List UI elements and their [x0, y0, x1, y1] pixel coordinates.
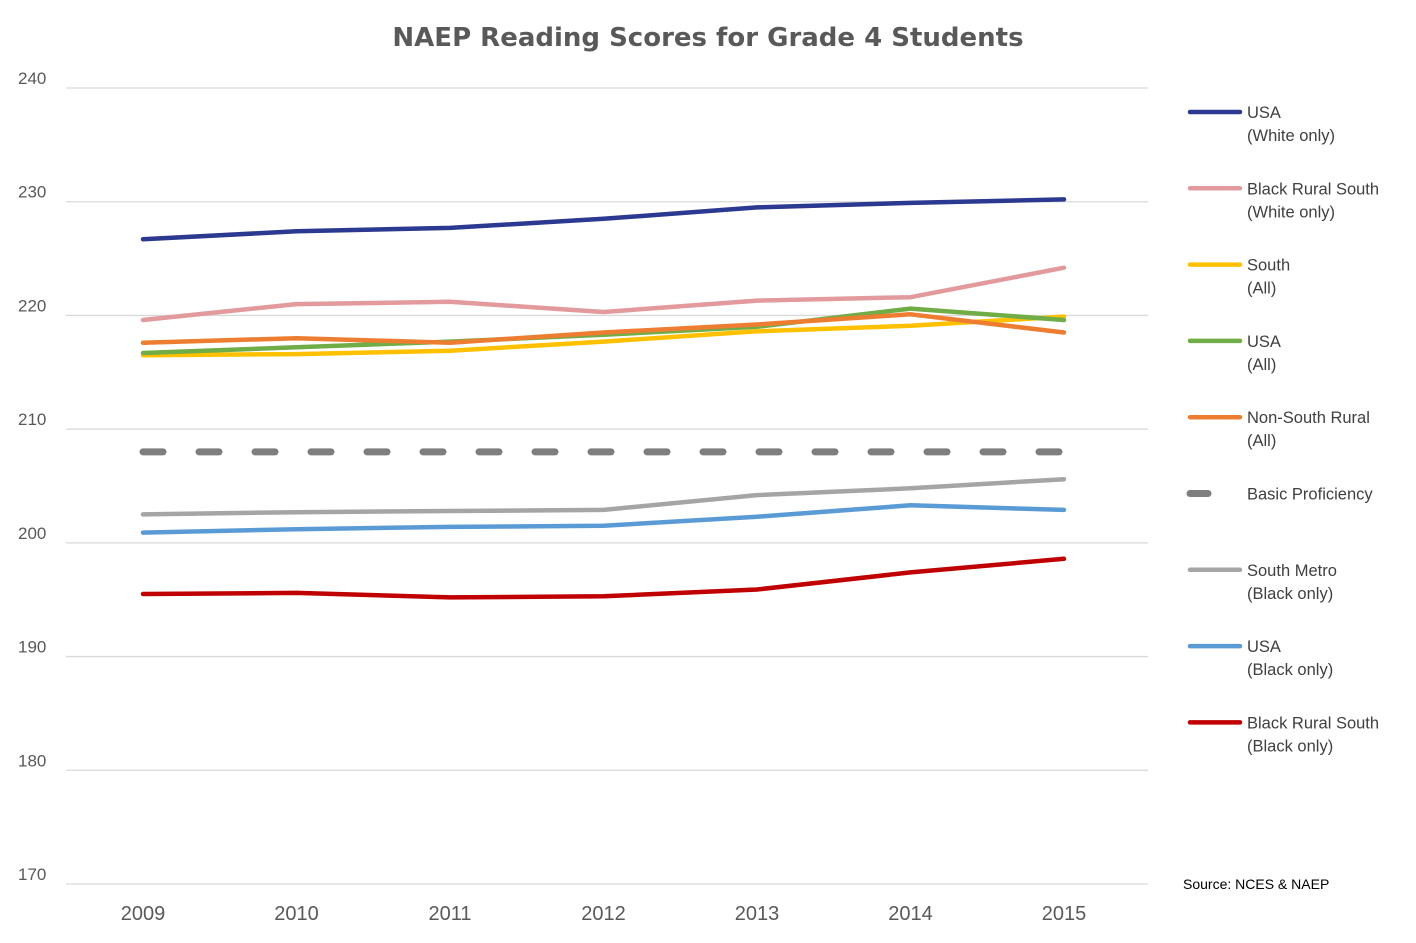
y-tick-label: 210 — [18, 410, 46, 429]
legend-label: Non-South Rural — [1247, 409, 1370, 427]
y-tick-label: 190 — [18, 638, 46, 657]
x-tick-label: 2015 — [1042, 903, 1087, 925]
legend-sublabel: (Black only) — [1247, 737, 1333, 755]
series-line-0 — [140, 197, 1067, 242]
legend-sublabel: (Black only) — [1247, 585, 1333, 603]
series-line-4 — [140, 312, 1067, 345]
legend-sublabel: (White only) — [1247, 203, 1335, 221]
series-line-7 — [140, 503, 1067, 535]
series-line-8 — [140, 556, 1067, 600]
x-tick-label: 2010 — [274, 903, 319, 925]
legend-label: South — [1247, 257, 1290, 275]
x-tick-label: 2013 — [735, 903, 780, 925]
legend-sublabel: (All) — [1247, 432, 1276, 450]
legend-label: Black Rural South — [1247, 714, 1379, 732]
legend-entry: USA (All) — [1187, 333, 1281, 374]
y-tick-label: 240 — [18, 69, 46, 88]
legend-entry: Black Rural South (Black only) — [1187, 714, 1379, 755]
legend-sublabel: (All) — [1247, 280, 1276, 298]
legend-entry: South (All) — [1187, 257, 1290, 298]
legend-entry: South Metro (Black only) — [1187, 562, 1337, 603]
legend-label: Basic Proficiency — [1247, 486, 1373, 504]
legend-sublabel: (White only) — [1247, 127, 1335, 145]
x-tick-label: 2014 — [888, 903, 933, 925]
series-line-6 — [140, 476, 1067, 517]
legend-entry: Basic Proficiency — [1186, 486, 1373, 504]
gridlines — [66, 87, 1148, 885]
legend-entry: Black Rural South (White only) — [1187, 180, 1379, 221]
legend-label: USA — [1247, 104, 1281, 122]
chart-title: NAEP Reading Scores for Grade 4 Students — [392, 23, 1023, 53]
series-line-3 — [140, 306, 1067, 356]
y-tick-label: 200 — [18, 524, 46, 543]
legend: USA (White only) Black Rural South (White o… — [1186, 104, 1379, 755]
legend-sublabel: (All) — [1247, 356, 1276, 374]
legend-label: USA — [1247, 333, 1281, 351]
source-note: Source: NCES & NAEP — [1183, 876, 1329, 892]
x-tick-label: 2011 — [428, 903, 471, 925]
series-lines — [139, 197, 1068, 600]
legend-label: USA — [1247, 638, 1281, 656]
y-tick-label: 180 — [18, 751, 46, 770]
x-tick-label: 2009 — [121, 903, 166, 925]
legend-entry: Non-South Rural (All) — [1187, 409, 1370, 450]
series-line-2 — [140, 314, 1067, 358]
y-tick-label: 170 — [18, 865, 46, 884]
legend-sublabel: (Black only) — [1247, 661, 1333, 679]
legend-label: South Metro — [1247, 562, 1337, 580]
x-tick-label: 2012 — [581, 903, 626, 925]
legend-label: Black Rural South — [1247, 180, 1379, 198]
y-tick-label: 230 — [18, 183, 46, 202]
y-axis-ticks: 240 230 220 210 200 190 180 170 — [18, 69, 46, 884]
x-axis-ticks: 2009 2010 2011 2012 2013 2014 2015 — [121, 903, 1087, 925]
legend-entry: USA (Black only) — [1187, 638, 1333, 679]
y-tick-label: 220 — [18, 296, 46, 315]
series-line-1 — [140, 265, 1067, 323]
legend-entry: USA (White only) — [1187, 104, 1335, 145]
